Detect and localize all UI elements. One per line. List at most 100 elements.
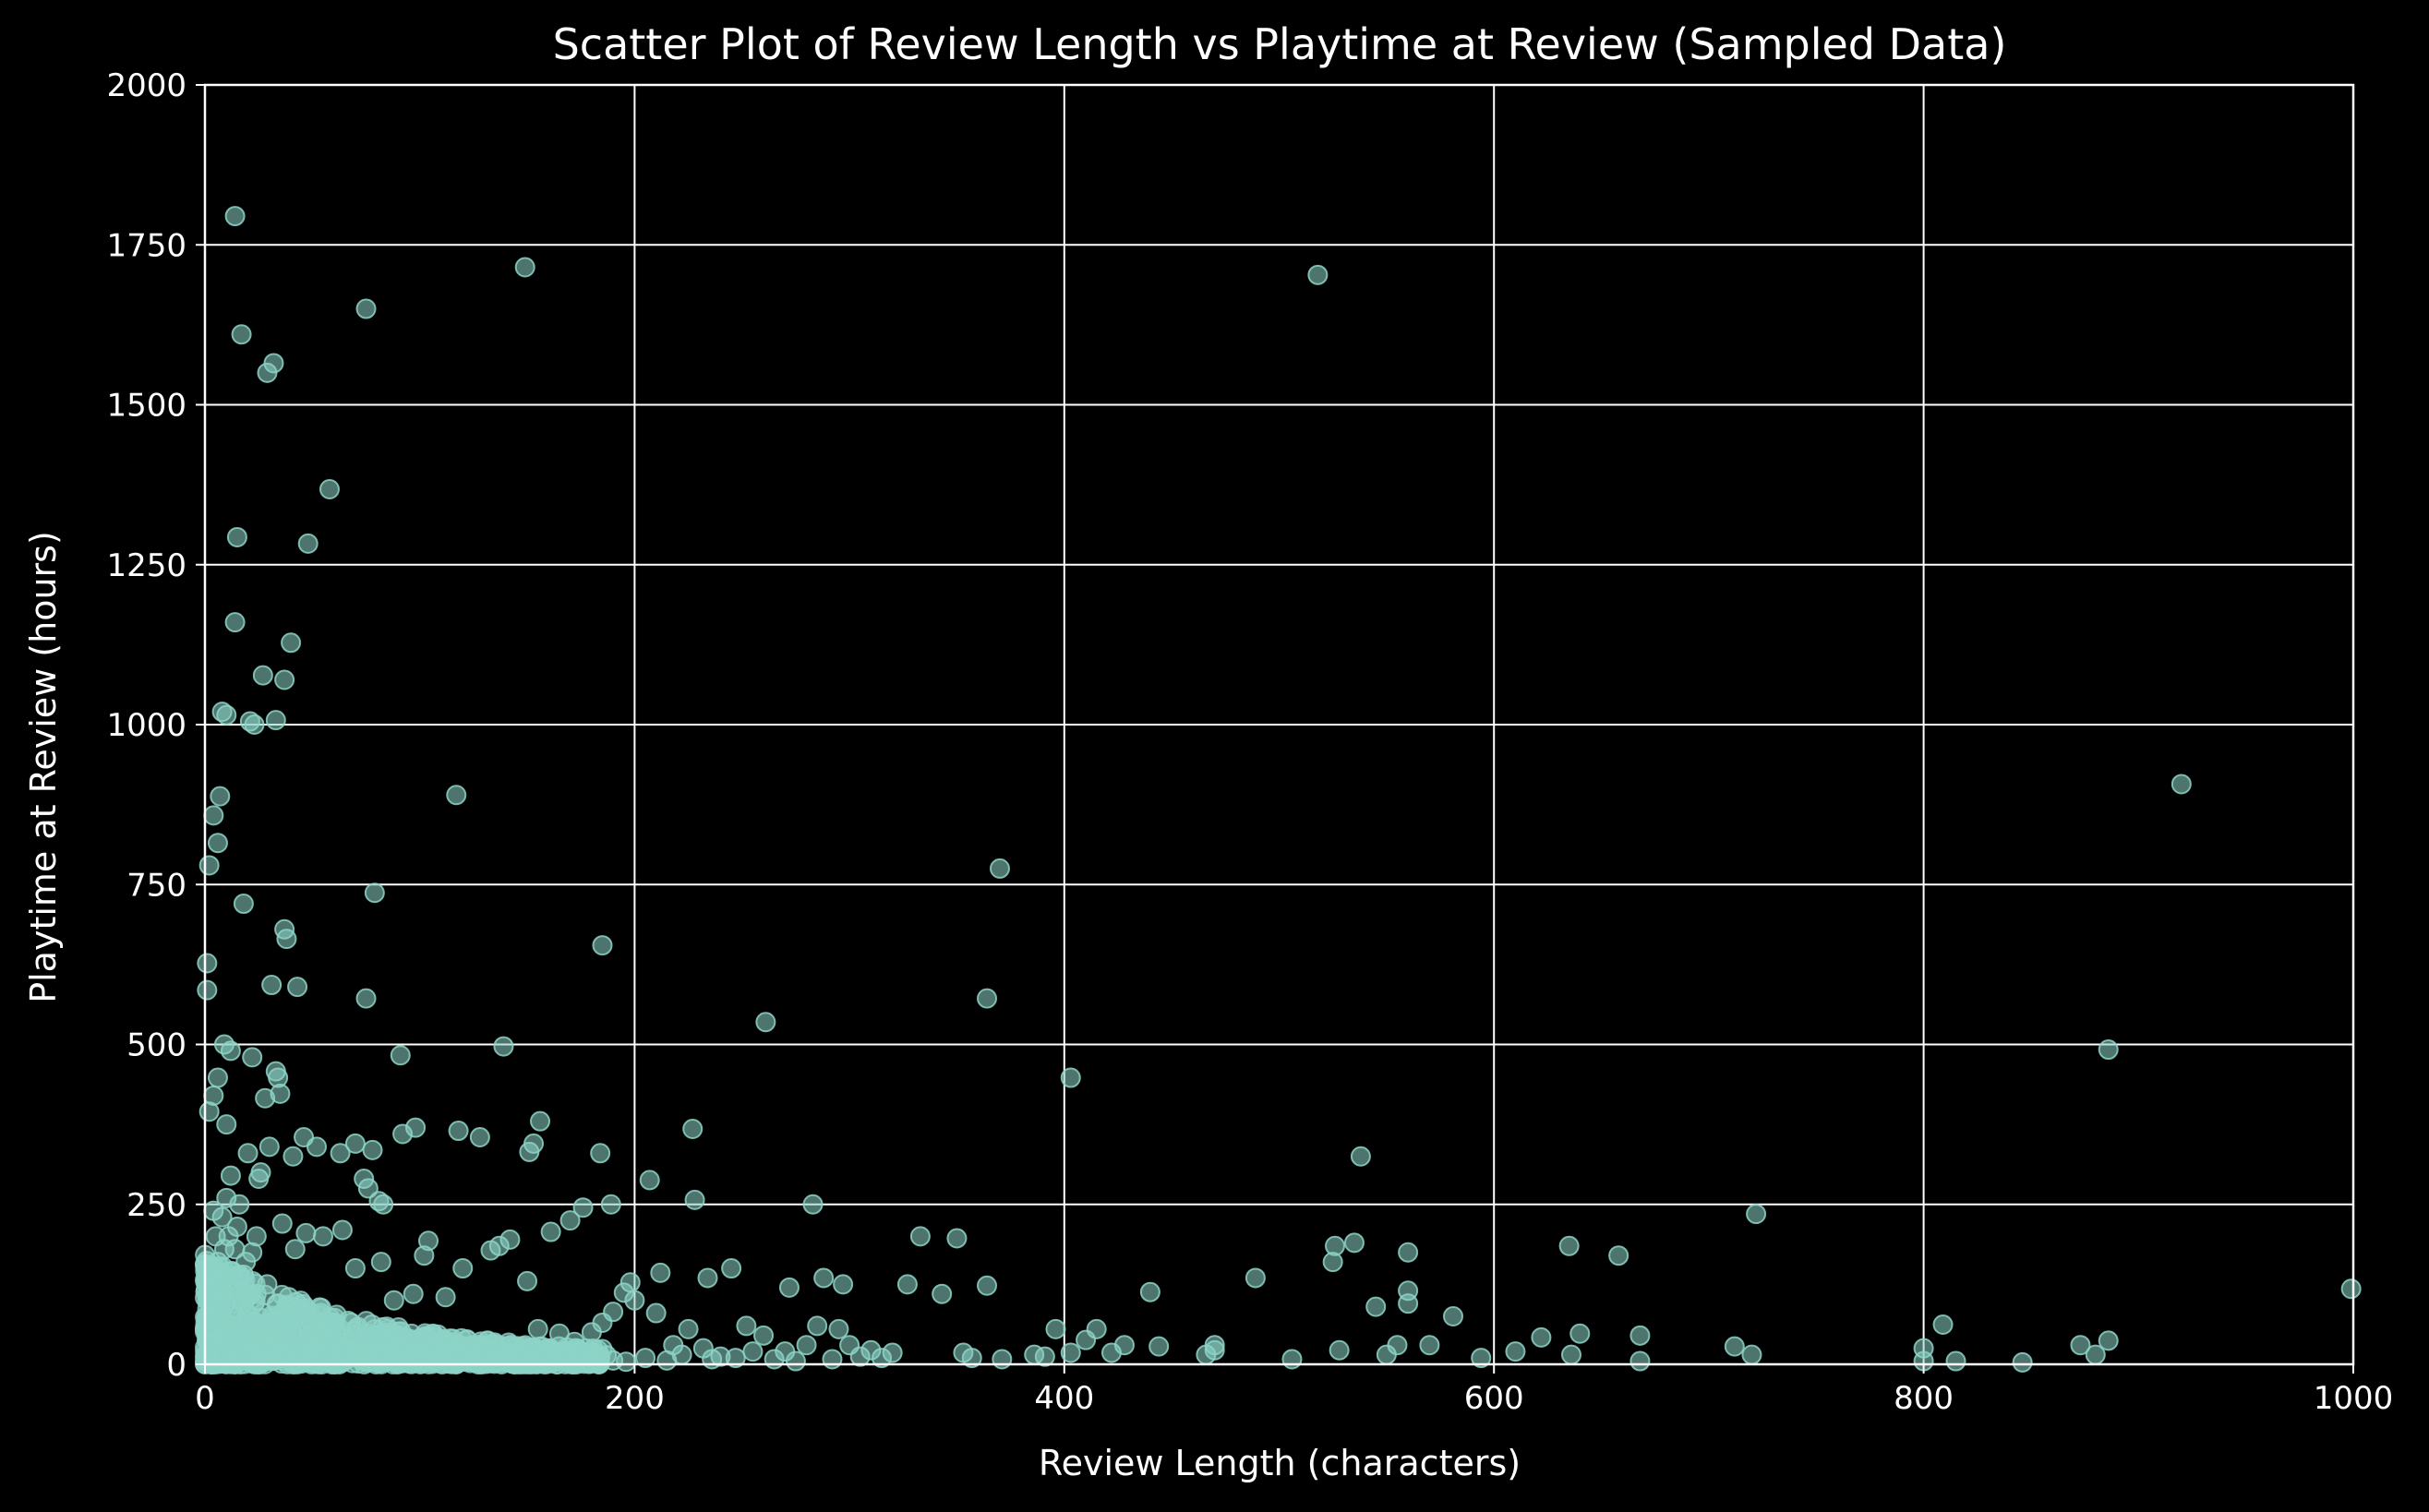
x-tick-label: 0 [195, 1380, 215, 1417]
data-point [753, 1325, 775, 1346]
data-point [517, 1270, 538, 1291]
data-point [1746, 1204, 1767, 1225]
data-point [312, 1226, 333, 1247]
x-tick-label: 400 [1034, 1380, 1094, 1417]
x-tick-label: 1000 [2314, 1380, 2394, 1417]
y-tick-label: 250 [126, 1187, 186, 1224]
data-point [725, 1348, 746, 1369]
data-point [357, 1178, 379, 1199]
data-point [261, 975, 283, 996]
data-point [287, 977, 308, 998]
data-point [581, 1322, 602, 1343]
data-point [414, 1245, 435, 1266]
data-point [364, 882, 385, 904]
data-point [896, 1274, 918, 1295]
data-point [977, 1275, 998, 1296]
data-point [205, 1226, 226, 1247]
data-point [616, 1351, 637, 1373]
data-point [697, 1267, 718, 1289]
data-point [295, 1222, 317, 1243]
data-point [1139, 1281, 1160, 1302]
data-point [210, 786, 231, 807]
data-point [220, 1040, 241, 1062]
data-point [1932, 1314, 1954, 1336]
data-point [678, 1318, 699, 1339]
x-tick-label: 800 [1894, 1380, 1954, 1417]
data-point [1245, 1267, 1266, 1289]
data-point [909, 1226, 931, 1247]
data-point [381, 1350, 403, 1372]
data-point [572, 1197, 594, 1218]
data-point [255, 1087, 276, 1109]
data-point [276, 929, 297, 950]
data-point [682, 1118, 703, 1139]
data-point [307, 1136, 328, 1158]
data-point [1629, 1350, 1651, 1372]
data-point [1741, 1344, 1762, 1365]
data-point [373, 1194, 394, 1215]
data-point [284, 1239, 306, 1260]
x-tick-label: 600 [1464, 1380, 1524, 1417]
y-tick-label: 2000 [106, 67, 186, 104]
x-tick-label: 200 [605, 1380, 665, 1417]
data-point [702, 1349, 723, 1370]
chart-title: Scatter Plot of Review Length vs Playtim… [553, 19, 2007, 69]
data-point [355, 988, 377, 1009]
data-point [1608, 1245, 1629, 1266]
data-point [600, 1194, 621, 1215]
data-point [1329, 1339, 1350, 1361]
data-point [596, 1345, 618, 1366]
y-tick-label: 1250 [106, 547, 186, 584]
data-point [341, 1312, 362, 1333]
data-point [493, 1036, 514, 1057]
data-point [590, 1143, 611, 1164]
data-point [828, 1318, 849, 1339]
data-point [310, 1302, 331, 1324]
data-point [252, 665, 273, 686]
data-point [807, 1315, 828, 1337]
data-point [592, 935, 613, 956]
data-point [226, 526, 247, 547]
y-tick-label: 0 [166, 1347, 186, 1384]
data-point [613, 1282, 634, 1303]
data-point [257, 362, 278, 383]
data-point [383, 1290, 404, 1311]
y-tick-label: 750 [126, 867, 186, 904]
data-point [370, 1252, 391, 1273]
data-point [198, 855, 220, 876]
data-point [1376, 1344, 1397, 1365]
data-point [1322, 1252, 1343, 1273]
data-point [231, 324, 252, 345]
data-point [1398, 1242, 1419, 1263]
data-point [796, 1335, 817, 1356]
data-point [548, 1323, 570, 1344]
data-point [250, 1162, 271, 1183]
data-point [330, 1143, 351, 1164]
data-point [344, 1133, 366, 1154]
data-point [813, 1267, 835, 1289]
data-point [480, 1240, 501, 1261]
y-tick-label: 500 [126, 1027, 186, 1064]
data-point [216, 1187, 237, 1208]
data-point [645, 1302, 667, 1324]
data-point [452, 1258, 474, 1279]
data-point [499, 1229, 521, 1250]
data-point [527, 1318, 548, 1339]
data-point [203, 805, 224, 826]
data-point [849, 1346, 871, 1367]
data-point [224, 206, 246, 227]
data-point [1060, 1342, 1081, 1363]
y-tick-label: 1000 [106, 707, 186, 744]
data-point [755, 1012, 776, 1033]
data-point [1569, 1323, 1591, 1344]
data-point [1281, 1349, 1303, 1370]
data-point [764, 1349, 785, 1370]
data-point [1307, 264, 1329, 285]
data-point [1148, 1336, 1170, 1357]
data-point [229, 1264, 250, 1285]
data-point [216, 1114, 237, 1135]
data-point [1505, 1341, 1526, 1362]
data-point [216, 704, 237, 726]
x-axis-ticks: 0 200 400 600 800 1000 [195, 1364, 2393, 1417]
